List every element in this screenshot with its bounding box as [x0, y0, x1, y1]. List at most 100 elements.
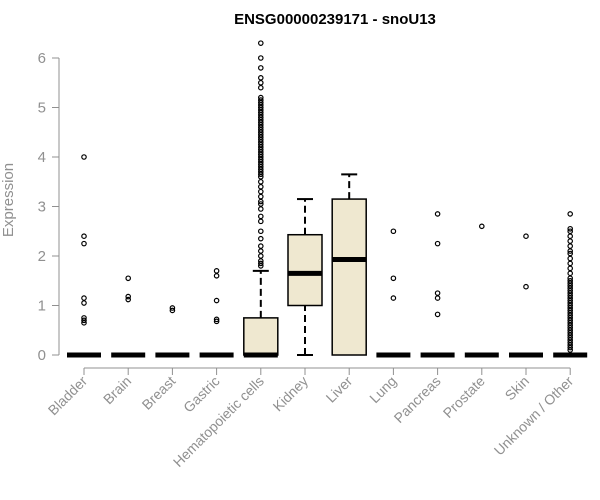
outlier-point: [257, 84, 264, 91]
outlier-point: [257, 213, 264, 220]
outlier-point: [257, 183, 264, 190]
y-tick-label: 5: [38, 100, 46, 117]
outlier-point: [81, 154, 87, 160]
outlier-point: [81, 317, 87, 324]
chart-title: ENSG00000239171 - snoU13: [234, 11, 436, 28]
outlier-point: [434, 295, 441, 301]
y-tick-label: 3: [38, 199, 46, 216]
outlier-point: [257, 198, 264, 205]
outlier-point: [257, 79, 264, 86]
box-0: [67, 154, 101, 358]
box-11: [553, 211, 588, 358]
box-iqr: [331, 198, 367, 356]
outlier-point: [257, 171, 264, 178]
x-tick-label: Lung: [366, 373, 399, 406]
outlier-point: [81, 233, 87, 240]
box-3: [199, 268, 234, 358]
outlier-point: [567, 270, 574, 277]
y-tick-label: 0: [38, 347, 46, 364]
y-axis: 0 1 2 3 4 5 6: [38, 50, 60, 364]
x-tick-label: Kidney: [270, 373, 312, 415]
y-tick-label: 1: [38, 298, 46, 315]
x-axis: [83, 367, 571, 375]
outlier-point: [213, 318, 220, 325]
box-iqr: [287, 233, 323, 307]
outlier-point: [567, 248, 574, 254]
outlier-point: [434, 290, 441, 296]
x-tick-label: Bladder: [45, 373, 91, 419]
outlier-point: [213, 297, 220, 304]
y-tick-label: 4: [38, 149, 46, 166]
outlier-point: [257, 228, 264, 235]
outlier-point: [125, 293, 132, 300]
box-7: [376, 228, 411, 358]
outlier-point: [81, 300, 87, 306]
outlier-point: [81, 240, 87, 247]
x-tick-label: Brain: [100, 373, 134, 407]
y-axis-label: Expression: [0, 163, 17, 237]
outlier-point: [478, 223, 485, 230]
x-tick-label: Gastric: [180, 373, 223, 416]
outlier-point: [125, 275, 132, 282]
x-tick-label: Breast: [139, 373, 179, 413]
outlier-point: [257, 65, 264, 71]
outlier-point: [169, 307, 176, 314]
outlier-point: [523, 233, 529, 240]
box-9: [464, 223, 499, 358]
outlier-point: [567, 243, 574, 249]
x-tick-label: Unknown / Other: [491, 373, 577, 459]
outlier-point: [213, 268, 220, 274]
outlier-point: [213, 316, 220, 323]
x-tick-label: Skin: [502, 373, 533, 404]
outlier-point: [257, 253, 264, 259]
outlier-point: [257, 248, 264, 254]
box-6: [331, 173, 367, 356]
x-tick-label: Pancreas: [391, 373, 444, 426]
outlier-point: [257, 193, 264, 200]
outlier-point: [257, 206, 264, 212]
outlier-point: [567, 344, 574, 351]
box-10: [509, 233, 543, 358]
outlier-point: [567, 225, 574, 232]
outlier-point: [257, 40, 264, 46]
boxes-group: [67, 40, 588, 358]
outlier-point: [257, 263, 264, 269]
box-4: [243, 40, 279, 358]
box-5: [287, 198, 323, 356]
outlier-point: [81, 295, 87, 301]
outlier-point: [257, 75, 264, 81]
y-tick-label: 2: [38, 248, 46, 265]
x-tick-label: Liver: [323, 373, 356, 406]
outlier-point: [567, 260, 574, 267]
outlier-point: [81, 320, 87, 326]
outlier-point: [523, 283, 529, 290]
outlier-point: [169, 305, 176, 311]
outlier-point: [434, 311, 441, 318]
outlier-point: [567, 255, 574, 262]
outlier-point: [257, 218, 264, 225]
outlier-point: [390, 295, 397, 301]
outlier-point: [125, 296, 132, 303]
box-iqr: [243, 317, 279, 356]
outlier-point: [434, 211, 441, 217]
outlier-point: [567, 233, 574, 240]
outlier-point: [390, 275, 397, 282]
outlier-point: [257, 235, 264, 242]
outlier-point: [567, 265, 574, 272]
box-8: [420, 211, 455, 358]
x-tick-label: Prostate: [440, 373, 488, 421]
outlier-point: [257, 260, 264, 267]
y-tick-label: 6: [38, 50, 46, 67]
outlier-point: [257, 188, 264, 195]
outlier-point: [257, 243, 264, 249]
outlier-point: [567, 347, 574, 353]
outlier-point: [213, 272, 220, 279]
outlier-point: [257, 55, 264, 61]
outlier-point: [567, 211, 574, 217]
outlier-point: [567, 238, 574, 244]
outlier-point: [390, 228, 397, 235]
outlier-point: [434, 240, 441, 247]
outlier-point: [257, 178, 264, 185]
